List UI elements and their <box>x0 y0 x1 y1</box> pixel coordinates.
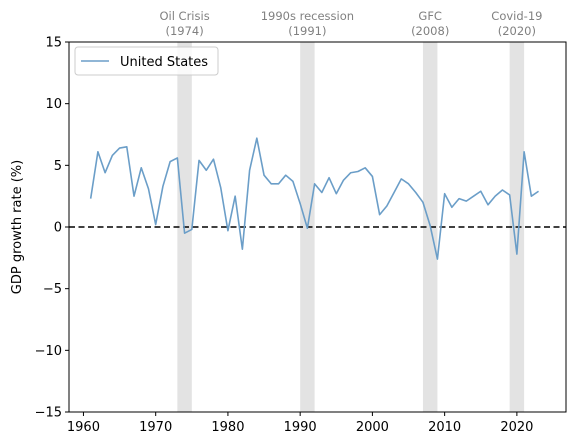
legend-label: United States <box>120 55 208 70</box>
y-axis: −15 −10 −5 0 5 10 15 <box>35 36 69 421</box>
y-tick-label: 15 <box>45 36 62 51</box>
x-tick-label: 2010 <box>428 420 461 435</box>
x-tick-label: 2020 <box>500 420 533 435</box>
series-lines <box>89 137 540 260</box>
y-tick-label: −5 <box>43 282 62 297</box>
y-tick-label: 10 <box>45 97 62 112</box>
period-label-0: Oil Crisis <box>159 9 209 23</box>
period-year-1: (1991) <box>288 24 326 38</box>
x-tick-label: 1970 <box>139 420 172 435</box>
x-tick-label: 1960 <box>67 420 100 435</box>
y-tick-label: 5 <box>54 159 62 174</box>
y-tick-label: −15 <box>35 406 62 421</box>
legend: United States <box>74 46 219 76</box>
legend-box <box>74 46 219 76</box>
series-line-0 <box>89 137 540 260</box>
period-label-3: Covid-19 <box>491 9 542 23</box>
y-tick-label: −10 <box>35 344 62 359</box>
period-label-1: 1990s recession <box>261 9 354 23</box>
y-axis-label: GDP growth rate (%) <box>10 160 25 294</box>
period-label-2: GFC <box>418 9 442 23</box>
x-tick-label: 2000 <box>356 420 389 435</box>
period-annotations: Oil Crisis(1974) 1990s recession(1991) GFC… <box>159 9 542 38</box>
x-tick-label: 1980 <box>211 420 244 435</box>
x-tick-label: 1990 <box>284 420 317 435</box>
period-year-2: (2008) <box>411 24 449 38</box>
x-axis: 1960 1970 1980 1990 2000 2010 2020 <box>67 412 533 435</box>
period-year-3: (2020) <box>498 24 536 38</box>
period-year-0: (1974) <box>165 24 203 38</box>
y-tick-label: 0 <box>54 221 62 236</box>
